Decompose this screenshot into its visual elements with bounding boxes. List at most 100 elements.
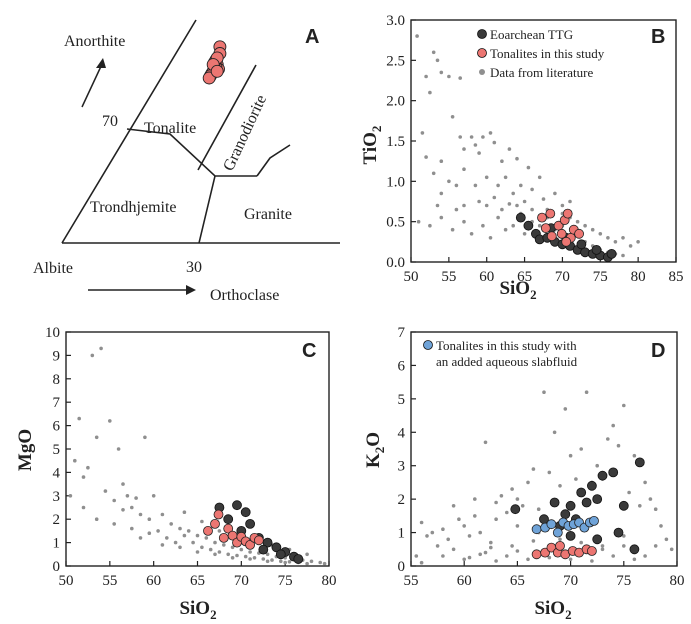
point-literature — [481, 223, 485, 228]
point-eoarchean — [592, 534, 603, 545]
ternary-point-tonalite — [210, 64, 224, 78]
point-literature — [143, 435, 147, 440]
panel-d-ytick-label: 7 — [398, 325, 406, 341]
panel-d-xtick-label: 55 — [404, 573, 419, 589]
point-tonalite — [561, 236, 572, 247]
point-tonalite — [540, 223, 551, 234]
point-literature — [503, 175, 508, 180]
point-literature — [165, 536, 169, 540]
panel-c-ytick-label: 9 — [53, 348, 61, 364]
point-tonalite — [562, 208, 573, 219]
point-literature — [322, 561, 327, 566]
point-literature — [542, 390, 546, 395]
point-literature — [200, 545, 204, 550]
point-literature — [222, 543, 226, 547]
point-literature — [156, 529, 160, 533]
point-literature — [248, 550, 252, 554]
panel-c-points — [68, 346, 327, 566]
point-literature — [616, 443, 621, 448]
granite-boundary — [198, 175, 216, 244]
panel-c-ytick-label: 8 — [53, 372, 61, 388]
panel-d-ticks: 55 60 65 70 75 80 0 1 2 3 4 5 6 7 — [398, 325, 685, 589]
legend-marker-slabfluid — [423, 340, 433, 350]
point-tonalite — [546, 231, 557, 242]
panel-d-xtick-label: 65 — [510, 573, 525, 589]
point-literature — [462, 557, 467, 562]
point-literature — [447, 179, 451, 184]
point-literature — [86, 465, 90, 470]
panel-b-ytick-label: 0.0 — [386, 255, 405, 271]
panel-d: 55 60 65 70 75 80 0 1 2 3 4 5 6 7 D Tonalites in this… — [363, 325, 685, 622]
point-literature — [510, 544, 514, 548]
panel-c-xlabel: SiO2 — [179, 598, 216, 622]
legend-marker-literature — [479, 69, 485, 75]
point-literature — [435, 544, 440, 548]
point-tonalite — [531, 549, 542, 560]
point-literature — [489, 540, 493, 545]
panel-c-ytick-label: 5 — [53, 442, 61, 458]
panel-b-ytick-label: 1.5 — [386, 134, 405, 150]
point-literature — [632, 557, 637, 562]
panel-b-legend: Eoarchean TTG Tonalites in this study Da… — [477, 27, 605, 80]
point-literature — [265, 552, 270, 557]
point-eoarchean — [515, 212, 526, 223]
point-eoarchean — [510, 504, 521, 515]
point-literature — [469, 135, 474, 139]
point-literature — [473, 497, 477, 501]
point-literature — [621, 236, 625, 240]
panel-b-xlabel: SiO2 — [499, 278, 536, 302]
point-literature — [213, 552, 217, 557]
point-literature — [552, 430, 557, 435]
point-literature — [488, 131, 493, 135]
point-literature — [530, 207, 534, 212]
point-eoarchean — [565, 500, 576, 511]
point-eoarchean — [592, 494, 603, 505]
panel-c-ytick-label: 1 — [53, 536, 61, 552]
anorthite-arrow-head — [96, 58, 106, 68]
point-literature — [653, 507, 658, 512]
point-slabfluid — [552, 527, 563, 538]
point-literature — [151, 494, 156, 498]
point-literature — [500, 159, 504, 163]
ternary-left-edge — [61, 19, 197, 244]
point-literature — [611, 554, 615, 558]
panel-d-xtick-label: 80 — [670, 573, 685, 589]
point-tonalite — [537, 212, 547, 223]
point-literature — [477, 199, 481, 204]
panel-c-xtick-label: 50 — [59, 573, 74, 589]
field-label-granodiorite: Granodiorite — [220, 92, 270, 173]
point-literature — [441, 554, 445, 558]
panel-c-ytick-label: 0 — [53, 559, 61, 575]
point-tonalite — [545, 208, 556, 219]
point-literature — [469, 232, 474, 236]
point-literature — [477, 151, 481, 155]
point-literature — [574, 477, 578, 481]
panel-b: 50 55 60 65 70 75 80 850.00.51.01.52.02.53.0 B … — [360, 13, 684, 302]
point-eoarchean — [576, 239, 587, 250]
point-literature — [235, 553, 239, 558]
point-literature — [270, 558, 274, 562]
tick-an70: 70 — [102, 113, 118, 130]
panel-b-ticks: 50 55 60 65 70 75 80 85 0.0 0.5 1.0 1.5 2.0 2.5 3.0 — [386, 13, 683, 285]
corner-label-anorthite: Anorthite — [64, 33, 125, 50]
point-literature — [431, 171, 436, 176]
point-literature — [622, 534, 626, 538]
panel-c: 50 55 60 65 70 75 80 0 1 2 3 4 5 6 7 8 9 10 C SiO2 MgO — [15, 325, 337, 622]
point-literature — [147, 531, 152, 535]
panel-d-legend: Tonalites in this study with an added aq… — [423, 338, 578, 369]
panel-b-ytick-label: 2.0 — [386, 94, 405, 110]
point-literature — [473, 143, 478, 147]
panel-d-ylabel: K2O — [363, 432, 387, 468]
point-literature — [130, 505, 134, 510]
panel-c-xtick-label: 55 — [102, 573, 117, 589]
panel-b-xtick-label: 65 — [517, 269, 532, 285]
point-literature — [182, 510, 187, 514]
point-literature — [226, 552, 230, 557]
point-literature — [248, 557, 252, 561]
point-eoarchean — [549, 497, 560, 508]
point-literature — [428, 90, 432, 95]
ternary-points — [202, 40, 227, 85]
point-literature — [200, 519, 204, 524]
point-literature — [450, 115, 455, 119]
point-literature — [81, 505, 86, 510]
